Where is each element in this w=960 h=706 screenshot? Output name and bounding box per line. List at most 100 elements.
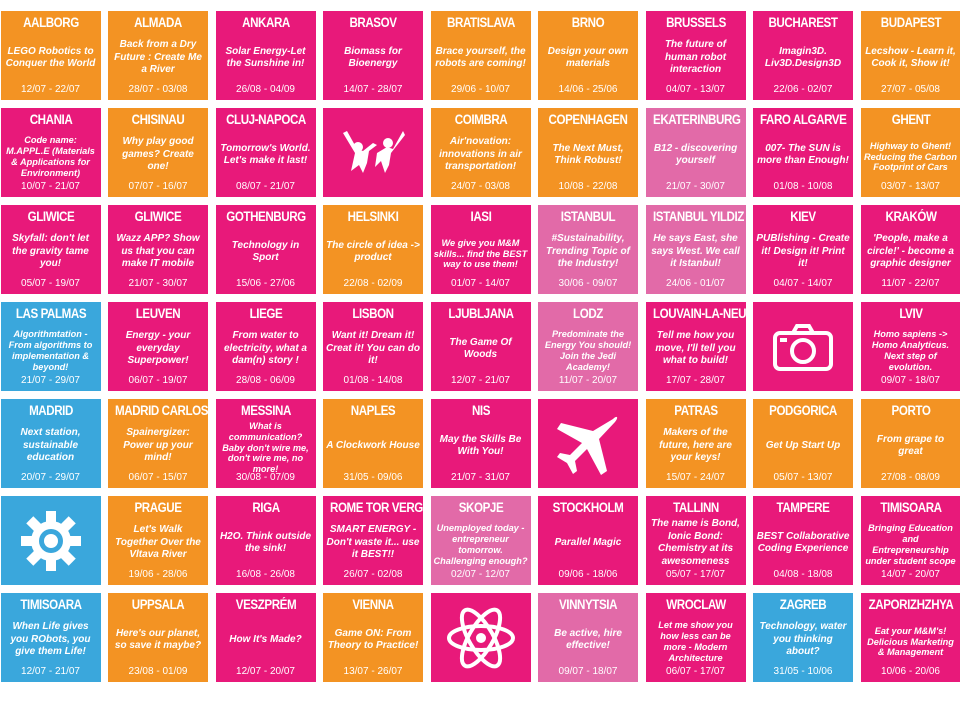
course-tile[interactable]: ALMADA Back from a Dry Future : Create M… [108,11,208,100]
course-tile[interactable]: BRNO Design your own materials 14/06 - 2… [538,11,638,100]
city-name: PATRAS [673,403,718,418]
city-name: CLUJ-NAPOCA [225,112,306,127]
course-title: Why play good games? Create one! [122,136,194,173]
course-title: Next station, sustainable education [20,427,81,464]
course-tile[interactable]: KIEV PUBlishing - Create it! Design it! … [753,205,853,294]
course-dates: 20/07 - 29/07 [21,472,80,483]
course-tile[interactable]: CHANIA Code name: M.APPL.E (Materials & … [0,108,101,197]
course-tile[interactable]: ISTANBUL YILDIZ He says East, she says W… [645,205,746,294]
city-name: VINNYTSIA [558,597,618,612]
course-tile[interactable]: NAPLES A Clockwork House 31/05 - 09/06 [323,399,423,488]
city-name: EKATERINBURG [652,112,741,127]
course-dates: 29/06 - 10/07 [451,84,510,95]
course-title: Predominate the Energy You should! Join … [544,329,632,372]
city-name: BRUSSELS [665,15,726,30]
course-tile[interactable]: UPPSALA Here's our planet, so save it ma… [108,593,208,682]
course-tile[interactable]: ROME TOR VERGATA SMART ENERGY - Don't wa… [323,496,423,585]
course-title: May the Skills Be With You! [439,433,522,458]
course-tile[interactable]: PRAGUE Let's Walk Together Over the Vlta… [108,496,208,585]
course-title: The circle of idea -> product [326,239,420,264]
course-tile[interactable]: VIENNA Game ON: From Theory to Practice!… [323,593,423,682]
course-tile[interactable]: VESZPRÉM How It's Made? 12/07 - 20/07 [215,593,316,682]
course-tile[interactable]: LODZ Predominate the Energy You should! … [538,302,638,391]
course-dates: 12/07 - 21/07 [451,375,510,386]
city-name: BUDAPEST [880,15,941,30]
course-dates: 06/07 - 17/07 [666,666,725,677]
course-tile[interactable]: GHENT Highway to Ghent! Reducing the Car… [860,108,960,197]
course-tile[interactable]: ISTANBUL #Sustainability, Trending Topic… [538,205,638,294]
course-dates: 30/06 - 09/07 [558,278,618,289]
city-name: ANKARA [241,15,290,30]
course-tile[interactable]: FARO ALGARVE 007- The SUN is more than E… [753,108,853,197]
course-tile[interactable]: LVIV Homo sapiens -> Homo Analyticus. Ne… [860,302,960,391]
course-dates: 06/07 - 19/07 [128,375,188,386]
course-tile[interactable]: VINNYTSIA Be active, hire effective! 09/… [538,593,638,682]
course-tile[interactable]: CLUJ-NAPOCA Tomorrow's World. Let's make… [215,108,316,197]
course-dates: 22/06 - 02/07 [773,84,833,95]
icon-tile [430,593,531,682]
course-tile[interactable]: GOTHENBURG Technology in Sport 15/06 - 2… [215,205,316,294]
airplane-icon [538,399,638,488]
icon-tile [538,399,638,488]
city-name: HELSINKI [347,209,399,224]
city-name: LVIV [898,306,923,321]
city-name: TALLINN [672,500,719,515]
course-tile[interactable]: BRUSSELS The future of human robot inter… [645,11,746,100]
course-title: From grape to great [876,433,945,458]
course-tile[interactable]: BUDAPEST Lecshow - Learn it, Cook it, Sh… [860,11,960,100]
course-tile[interactable]: TAMPERE BEST Collaborative Coding Experi… [753,496,853,585]
course-tile[interactable]: TIMISOARA When Life gives you RObots, yo… [0,593,101,682]
course-tile[interactable]: GLIWICE Skyfall: don't let the gravity t… [0,205,101,294]
course-tile[interactable]: MESSINA What is communication? Baby don'… [215,399,316,488]
course-tile[interactable]: RIGA H2O. Think outside the sink! 16/08 … [215,496,316,585]
course-tile[interactable]: TALLINN The name is Bond, Ionic Bond: Ch… [645,496,746,585]
course-tile[interactable]: COIMBRA Air'novation: innovations in air… [430,108,531,197]
course-title: SMART ENERGY - Don't waste it... use it … [326,524,420,561]
course-tile[interactable]: PATRAS Makers of the future, here are yo… [645,399,746,488]
course-tile[interactable]: BUCHAREST Imagin3D. Liv3D.Design3D 22/06… [753,11,853,100]
course-tile[interactable]: LISBON Want it! Dream it! Creat it! You … [323,302,423,391]
course-tile[interactable]: CHISINAU Why play good games? Create one… [108,108,208,197]
course-tile[interactable]: BRATISLAVA Brace yourself, the robots ar… [430,11,531,100]
course-tile[interactable]: AALBORG LEGO Robotics to Conquer the Wor… [0,11,101,100]
course-tile[interactable]: KRAKÓW 'People, make a circle!' - become… [860,205,960,294]
course-tile[interactable]: LAS PALMAS Algorithmtation - From algori… [0,302,101,391]
course-tile[interactable]: IASI We give you M&M skills... find the … [430,205,531,294]
city-name: GLIWICE [27,209,74,224]
course-tile[interactable]: LIEGE From water to electricity, what a … [215,302,316,391]
course-tile[interactable]: EKATERINBURG B12 - discovering yourself … [645,108,746,197]
course-tile[interactable]: SKOPJE Unemployed today - entrepreneur t… [430,496,531,585]
course-dates: 04/07 - 14/07 [773,278,833,289]
course-tile[interactable]: TIMISOARA Bringing Education and Entrepr… [860,496,960,585]
course-tile[interactable]: BRASOV Biomass for Bioenergy 14/07 - 28/… [323,11,423,100]
course-tile[interactable]: MADRID Next station, sustainable educati… [0,399,101,488]
course-dates: 04/07 - 13/07 [666,84,725,95]
course-tile[interactable]: HELSINKI The circle of idea -> product 2… [323,205,423,294]
course-dates: 27/07 - 05/08 [881,84,940,95]
city-name: COIMBRA [454,112,507,127]
course-tile[interactable]: LOUVAIN-LA-NEUVE Tell me how you move, I… [645,302,746,391]
course-title: Bringing Education and Entrepreneurship … [865,523,956,566]
course-tile[interactable]: STOCKHOLM Parallel Magic 09/06 - 18/06 [538,496,638,585]
course-tile[interactable]: ZAGREB Technology, water you thinking ab… [753,593,853,682]
city-name: COPENHAGEN [548,112,628,127]
course-tile[interactable]: PORTO From grape to great 27/08 - 08/09 [860,399,960,488]
course-tile[interactable]: PODGORICA Get Up Start Up 05/07 - 13/07 [753,399,853,488]
course-title: How It's Made? [229,633,302,645]
city-name: ZAGREB [779,597,827,612]
course-title: Energy - your everyday Superpower! [125,330,191,367]
course-tile[interactable]: COPENHAGEN The Next Must, Think Robust! … [538,108,638,197]
course-tile[interactable]: ZAPORIZHZHYA Eat your M&M's! Delicious M… [860,593,960,682]
course-tile[interactable]: LEUVEN Energy - your everyday Superpower… [108,302,208,391]
course-tile[interactable]: NIS May the Skills Be With You! 21/07 - … [430,399,531,488]
course-title: The Next Must, Think Robust! [552,142,624,167]
city-name: BRNO [571,15,605,30]
course-tile[interactable]: LJUBLJANA The Game Of Woods 12/07 - 21/0… [430,302,531,391]
course-dates: 06/07 - 15/07 [128,472,188,483]
course-tile[interactable]: GLIWICE Wazz APP? Show us that you can m… [108,205,208,294]
course-tile[interactable]: WROCLAW Let me show you how less can be … [645,593,746,682]
course-tile[interactable]: ANKARA Solar Energy-Let the Sunshine in!… [215,11,316,100]
course-title: Eat your M&M's! Delicious Marketing & Ma… [867,625,954,658]
course-tile[interactable]: MADRID CARLOS III Spainergizer: Power up… [108,399,208,488]
